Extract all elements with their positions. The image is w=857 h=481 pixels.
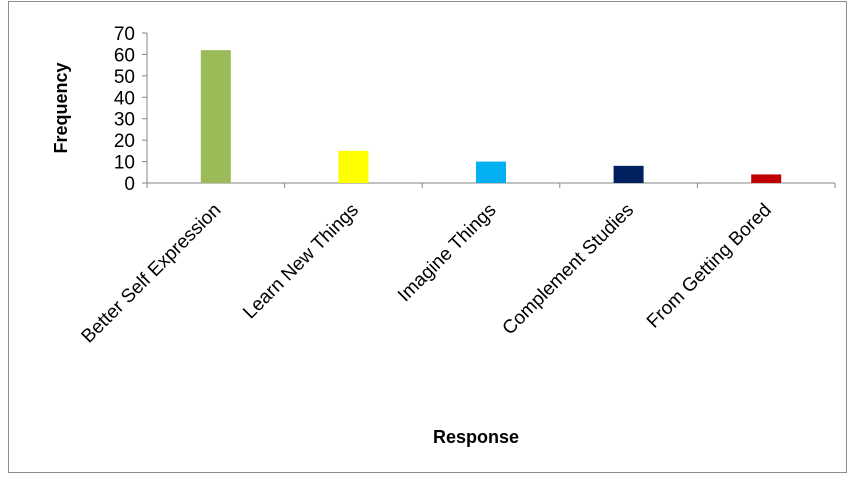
y-tick-label: 30 — [114, 110, 135, 131]
y-tick-label: 20 — [114, 131, 135, 152]
chart-frame — [8, 1, 847, 473]
y-tick-label: 50 — [114, 67, 135, 88]
y-axis-title: Frequency — [51, 62, 71, 153]
y-tick-label: 40 — [114, 88, 135, 109]
bar — [613, 165, 644, 183]
x-category-label: Complement Studies — [499, 200, 639, 340]
x-category-label: Better Self Expression — [78, 200, 226, 348]
x-category-label: From Getting Bored — [643, 200, 776, 333]
x-category-label: Learn New Things — [239, 200, 363, 324]
bar — [751, 174, 782, 183]
bar — [338, 150, 369, 183]
x-category-label: Imagine Things — [394, 200, 500, 306]
y-tick-label: 0 — [124, 174, 135, 195]
y-tick-label: 60 — [114, 45, 135, 66]
chart-bars — [200, 50, 782, 184]
bar — [476, 161, 506, 183]
x-axis-title: Response — [433, 427, 519, 447]
y-tick-label: 70 — [114, 24, 135, 45]
x-axis-category-labels: Better Self Expression Learn New Things Im… — [78, 200, 776, 348]
y-tick-label: 10 — [114, 153, 135, 174]
bar — [200, 50, 231, 184]
